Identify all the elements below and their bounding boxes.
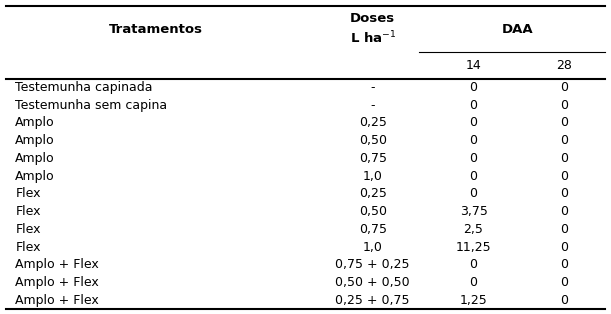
Text: -: - (370, 99, 375, 112)
Text: DAA: DAA (502, 23, 533, 35)
Text: 0: 0 (469, 276, 478, 289)
Text: 11,25: 11,25 (456, 241, 491, 254)
Text: 1,0: 1,0 (363, 241, 382, 254)
Text: Doses
L ha$^{-1}$: Doses L ha$^{-1}$ (349, 12, 396, 46)
Text: 0: 0 (560, 134, 568, 147)
Text: 0: 0 (469, 187, 478, 200)
Text: 0: 0 (560, 258, 568, 271)
Text: Testemunha sem capina: Testemunha sem capina (15, 99, 167, 112)
Text: Amplo: Amplo (15, 116, 55, 129)
Text: Amplo + Flex: Amplo + Flex (15, 258, 99, 271)
Text: Amplo: Amplo (15, 170, 55, 183)
Text: Flex: Flex (15, 205, 41, 218)
Text: 1,25: 1,25 (459, 294, 488, 307)
Text: 2,5: 2,5 (464, 223, 483, 236)
Text: Amplo: Amplo (15, 152, 55, 165)
Text: 0: 0 (560, 294, 568, 307)
Text: 0: 0 (469, 81, 478, 94)
Text: Flex: Flex (15, 223, 41, 236)
Text: Tratamentos: Tratamentos (109, 23, 203, 35)
Text: 0: 0 (560, 241, 568, 254)
Text: Amplo: Amplo (15, 134, 55, 147)
Text: 0: 0 (560, 223, 568, 236)
Text: 0,25: 0,25 (359, 187, 387, 200)
Text: 0: 0 (560, 99, 568, 112)
Text: 0: 0 (560, 187, 568, 200)
Text: 0: 0 (469, 258, 478, 271)
Text: -: - (370, 81, 375, 94)
Text: Flex: Flex (15, 241, 41, 254)
Text: 1,0: 1,0 (363, 170, 382, 183)
Text: 0: 0 (469, 152, 478, 165)
Text: 0,75: 0,75 (359, 152, 387, 165)
Text: 0: 0 (560, 205, 568, 218)
Text: 0,50: 0,50 (359, 134, 387, 147)
Text: Flex: Flex (15, 187, 41, 200)
Text: 0,25: 0,25 (359, 116, 387, 129)
Text: 0: 0 (560, 116, 568, 129)
Text: 0: 0 (469, 99, 478, 112)
Text: 0,50: 0,50 (359, 205, 387, 218)
Text: Amplo + Flex: Amplo + Flex (15, 294, 99, 307)
Text: 0,50 + 0,50: 0,50 + 0,50 (335, 276, 410, 289)
Text: 0: 0 (469, 116, 478, 129)
Text: 14: 14 (466, 59, 481, 72)
Text: 0: 0 (469, 134, 478, 147)
Text: 0,75: 0,75 (359, 223, 387, 236)
Text: Amplo + Flex: Amplo + Flex (15, 276, 99, 289)
Text: 0: 0 (560, 276, 568, 289)
Text: 0: 0 (560, 170, 568, 183)
Text: Testemunha capinada: Testemunha capinada (15, 81, 153, 94)
Text: 0,25 + 0,75: 0,25 + 0,75 (335, 294, 410, 307)
Text: 28: 28 (556, 59, 571, 72)
Text: 3,75: 3,75 (459, 205, 488, 218)
Text: 0: 0 (560, 81, 568, 94)
Text: 0: 0 (560, 152, 568, 165)
Text: 0: 0 (469, 170, 478, 183)
Text: 0,75 + 0,25: 0,75 + 0,25 (335, 258, 410, 271)
